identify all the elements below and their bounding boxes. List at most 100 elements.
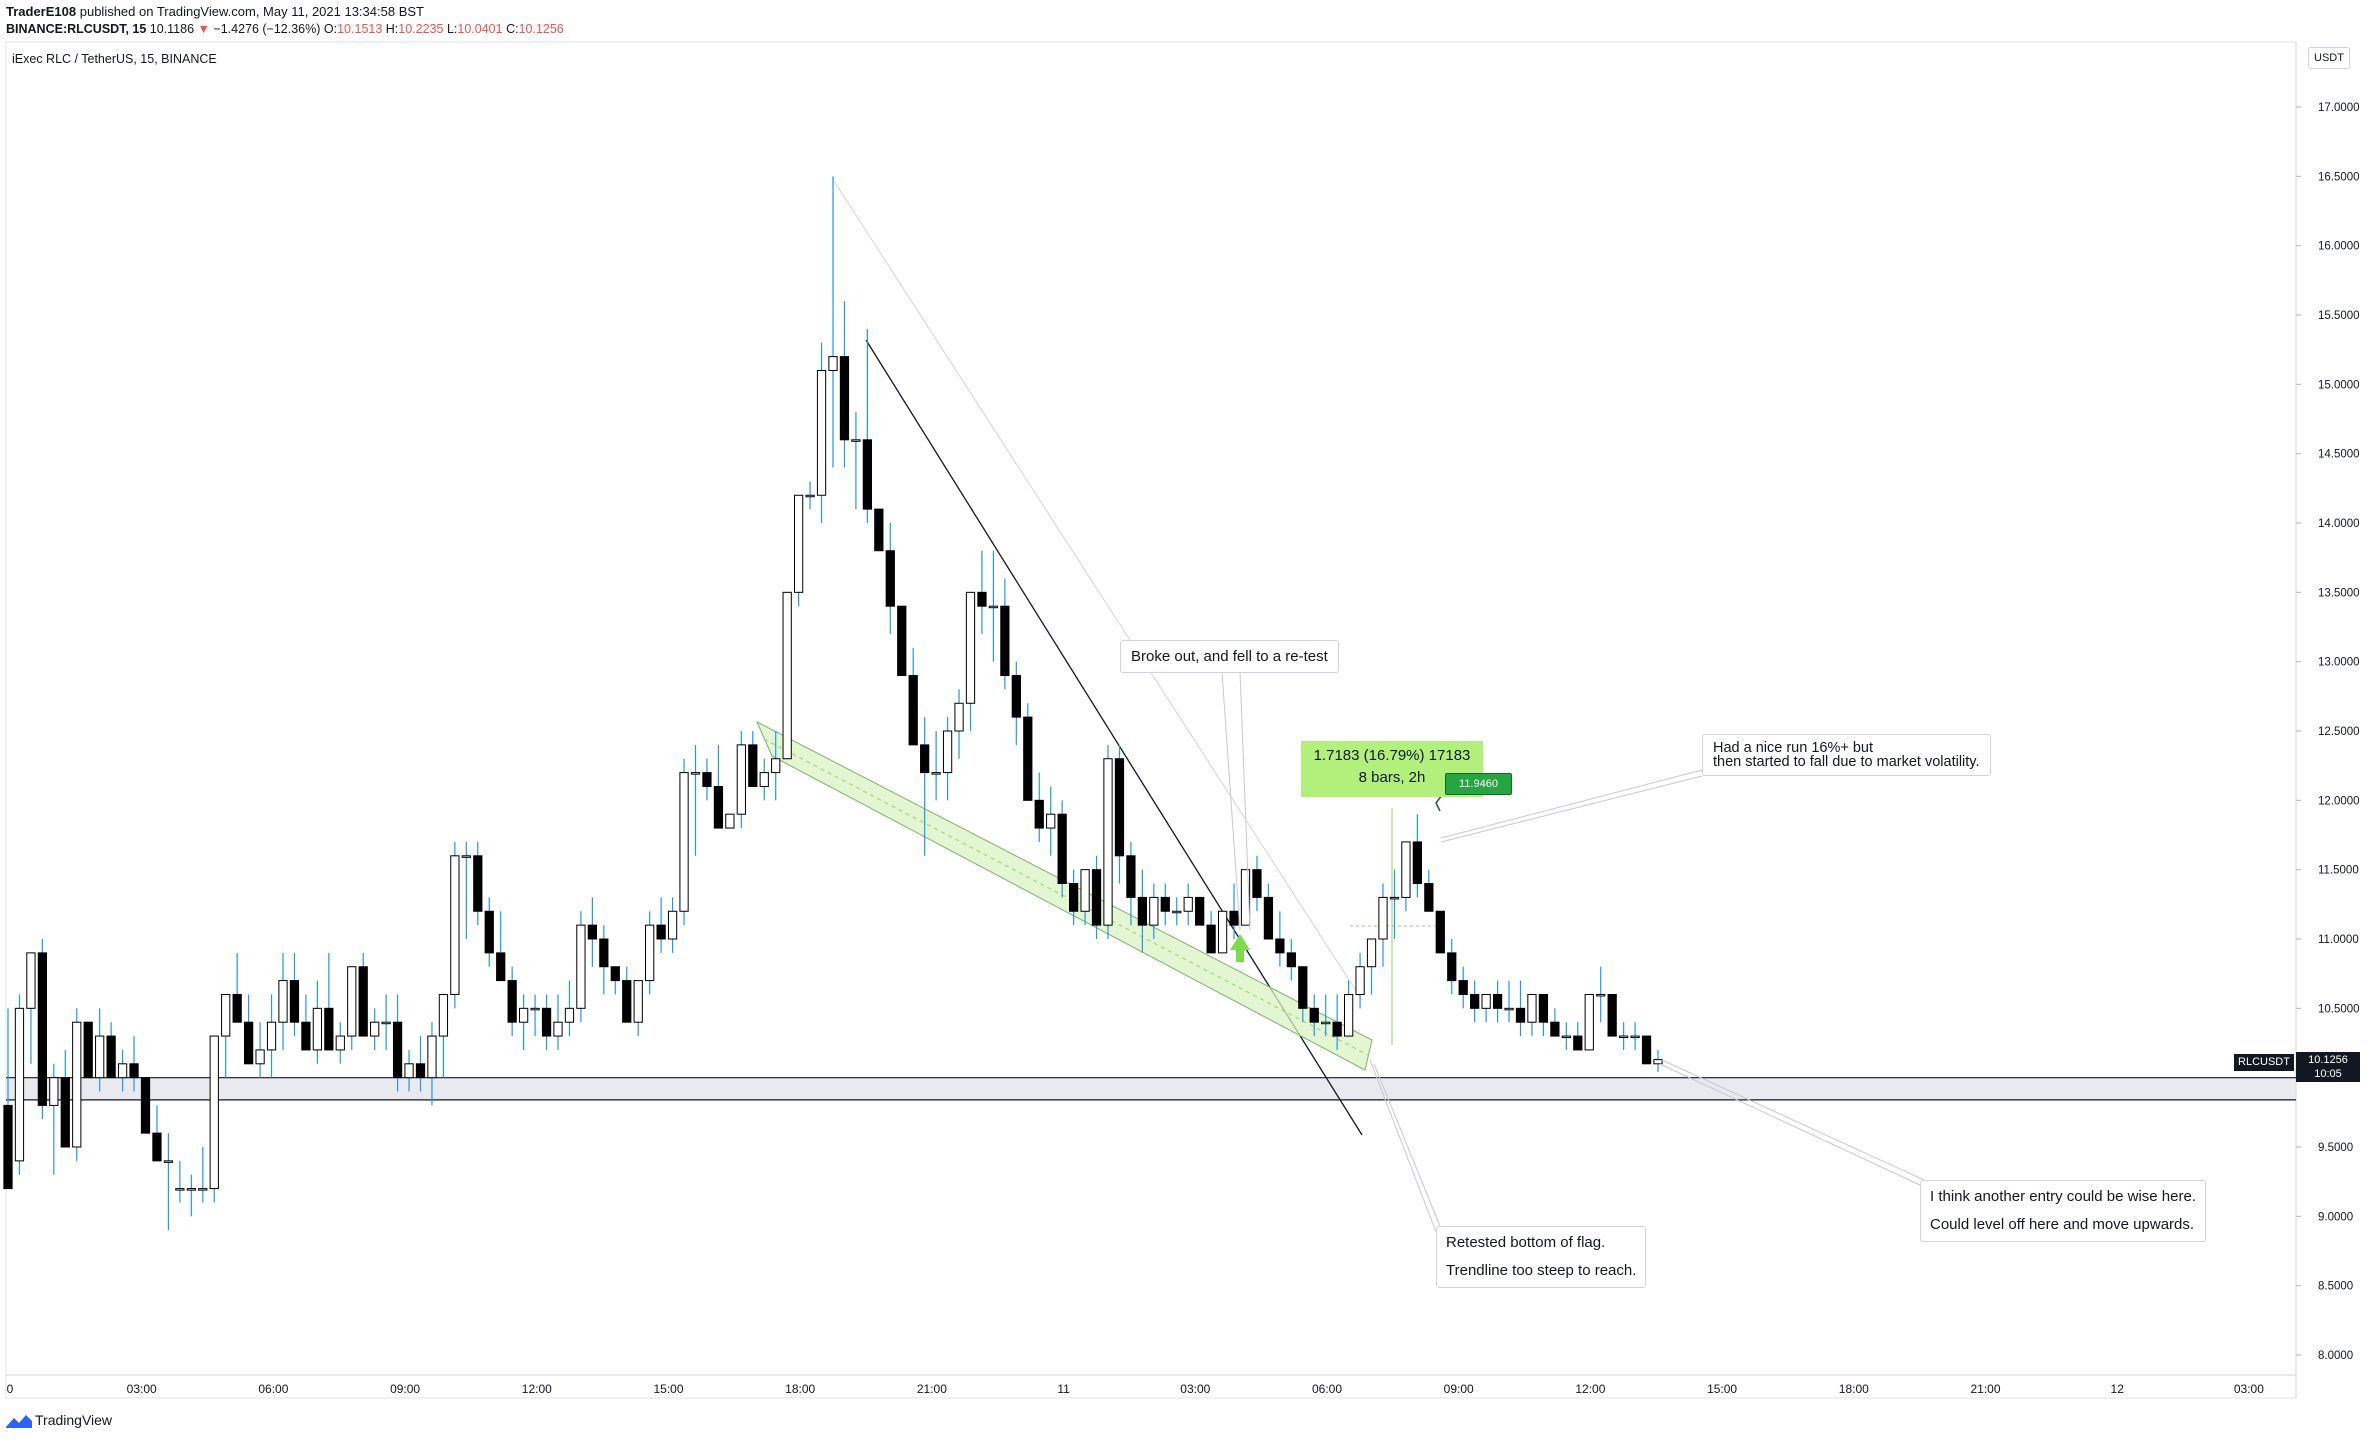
candle-body [920, 744, 930, 774]
price-tick-label: 9.5000 [2318, 1142, 2353, 1154]
annotation-breakout[interactable]: Broke out, and fell to a re-test [1120, 640, 1339, 673]
candle-body [782, 591, 792, 760]
candle-body [1286, 952, 1296, 968]
connector-retest [1373, 1063, 1441, 1227]
candle-body [1091, 869, 1102, 926]
ohlc-line: BINANCE:RLCUSDT, 15 10.1186 ▼ −1.4276 (−… [6, 22, 564, 36]
candle-body [278, 980, 288, 1023]
candle-body [1149, 896, 1159, 926]
candle-body [1630, 1035, 1640, 1039]
annotation-run[interactable]: Had a nice run 16%+ but then started to … [1702, 734, 1991, 776]
annotation-retest[interactable]: Retested bottom of flag. Trendline too s… [1436, 1226, 1647, 1288]
currency-button[interactable]: USDT [2308, 47, 2350, 69]
candle-body [805, 494, 815, 498]
candle-body [1561, 1035, 1571, 1039]
callout-connectors [1221, 671, 1925, 1233]
candles-layer [3, 176, 1663, 1231]
published-text: published on TradingView.com, May 11, 20… [79, 4, 424, 19]
flag-channel-midline [763, 738, 1369, 1056]
time-tick-label: 11 [1057, 1382, 1070, 1396]
candle-body [1641, 1035, 1652, 1065]
measure-line2: 8 bars, 2h [1358, 769, 1426, 786]
candle-body [301, 1021, 311, 1051]
annotation-entry[interactable]: I think another entry could be wise here… [1920, 1180, 2206, 1242]
ticker-tag: RLCUSDT [2234, 1054, 2294, 1071]
candle-body [49, 1077, 59, 1106]
drawings-layer[interactable] [755, 177, 1446, 1136]
price-badge[interactable]: 11.9460 [1445, 773, 1512, 795]
candle-body [347, 966, 357, 1037]
candle-body [1240, 869, 1251, 926]
support-zone[interactable] [6, 1077, 2296, 1101]
high-label: H: [385, 22, 399, 36]
connector-breakout [1221, 671, 1241, 931]
candle-body [1366, 938, 1377, 968]
price-tick-label: 9.0000 [2318, 1211, 2353, 1223]
candle-body [117, 1063, 128, 1079]
time-axis[interactable]: 0 03:00 06:00 09:00 12:00 15:00 18:00 21:00 11 03… [7, 1382, 2265, 1396]
candle-body [106, 1035, 116, 1079]
candle-body [1332, 1021, 1342, 1037]
price-tick-label: 12.0000 [2318, 795, 2360, 807]
annotation-retest-line2: Trendline too steep to reach. [1446, 1262, 1637, 1279]
tradingview-logo[interactable]: TradingView [6, 1412, 112, 1429]
candle-body [1217, 910, 1228, 954]
candle-body [60, 1077, 70, 1148]
candle-body [461, 855, 471, 858]
bar-countdown: 10:05 [2314, 1068, 2342, 1080]
candle-body [885, 550, 895, 607]
support-zone-fill [6, 1077, 2296, 1100]
candle-body [656, 924, 666, 940]
candle-body [72, 1021, 82, 1148]
candle-body [255, 1049, 265, 1065]
price-axis[interactable]: 17.0000 16.5000 16.0000 15.5000 15.0000 14.50… [2296, 102, 2360, 1362]
candle-body [129, 1063, 139, 1079]
candle-body [1046, 813, 1056, 829]
candle-body [152, 1132, 162, 1162]
candle-body [1229, 910, 1239, 926]
annotation-entry-line1: I think another entry could be wise here… [1930, 1188, 2196, 1205]
time-tick-label: 12 [2111, 1382, 2125, 1396]
candle-body [1160, 896, 1170, 912]
high-value: 10.2235 [398, 22, 444, 36]
candle-body [450, 855, 460, 995]
publisher-name[interactable]: TraderE108 [6, 4, 77, 19]
candle-body [209, 1035, 219, 1190]
candle-body [702, 772, 712, 787]
candle-body [1492, 993, 1503, 1009]
chart-title: iExec RLC / TetherUS, 15, BINANCE [12, 52, 217, 66]
time-tick-label: 15:00 [1707, 1382, 1737, 1396]
candle-body [1619, 1035, 1629, 1039]
candle-body [37, 952, 47, 1106]
annotation-run-line1: Had a nice run 16%+ but [1713, 740, 1874, 756]
candle-body [1424, 883, 1434, 912]
annotation-breakout-text: Broke out, and fell to a re-test [1131, 648, 1328, 665]
price-tick-label: 8.0000 [2318, 1350, 2353, 1362]
candle-body [312, 1007, 322, 1051]
candle-body [1309, 1007, 1319, 1023]
buy-arrow-icon [1230, 934, 1250, 962]
low-label: L: [446, 22, 458, 36]
candle-body [587, 924, 597, 940]
close-value: 10.1256 [518, 22, 564, 36]
candle-body [839, 356, 850, 441]
candle-body [289, 980, 300, 1023]
candle-body [965, 591, 976, 704]
candle-body [1298, 966, 1308, 1009]
price-tick-label: 16.0000 [2318, 241, 2360, 253]
connector-run [1440, 775, 1703, 843]
candle-body [266, 1021, 277, 1051]
price-tick-label: 14.0000 [2318, 518, 2360, 530]
candle-body [1584, 993, 1594, 1051]
candle-body [1355, 966, 1365, 995]
candle-body [392, 1021, 403, 1079]
candle-body [1195, 896, 1205, 926]
candle-body [1538, 993, 1549, 1023]
price-tick-label: 8.5000 [2318, 1281, 2353, 1293]
candle-body [163, 1160, 174, 1163]
candle-body [828, 356, 838, 371]
candle-body [1607, 993, 1617, 1037]
connector-entry [1659, 1063, 1921, 1186]
candle-body [1653, 1059, 1663, 1065]
